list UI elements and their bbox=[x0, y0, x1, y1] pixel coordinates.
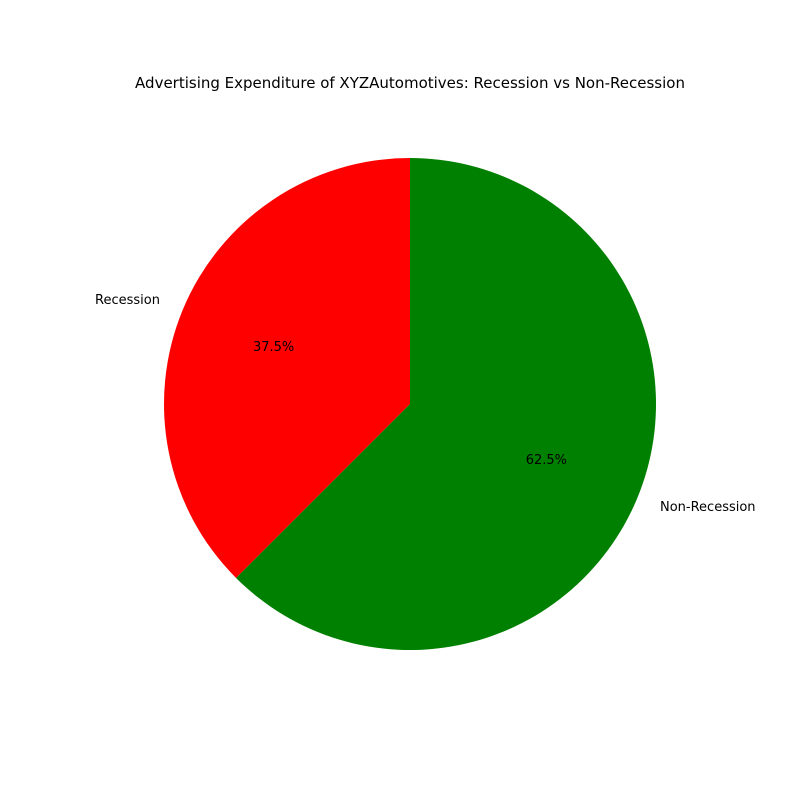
slice-label-recession: Recession bbox=[95, 293, 160, 308]
chart-title: Advertising Expenditure of XYZAutomotive… bbox=[135, 74, 685, 92]
labels-layer: Recession 37.5% Non-Recession 62.5% bbox=[95, 293, 756, 515]
slice-label-non-recession: Non-Recession bbox=[660, 500, 756, 515]
pct-label-non-recession: 62.5% bbox=[526, 453, 567, 468]
pct-label-recession: 37.5% bbox=[253, 340, 294, 355]
pie-slice-recession bbox=[163, 158, 410, 578]
slices-layer bbox=[163, 158, 656, 650]
pie-slice-non-recession bbox=[236, 158, 656, 650]
